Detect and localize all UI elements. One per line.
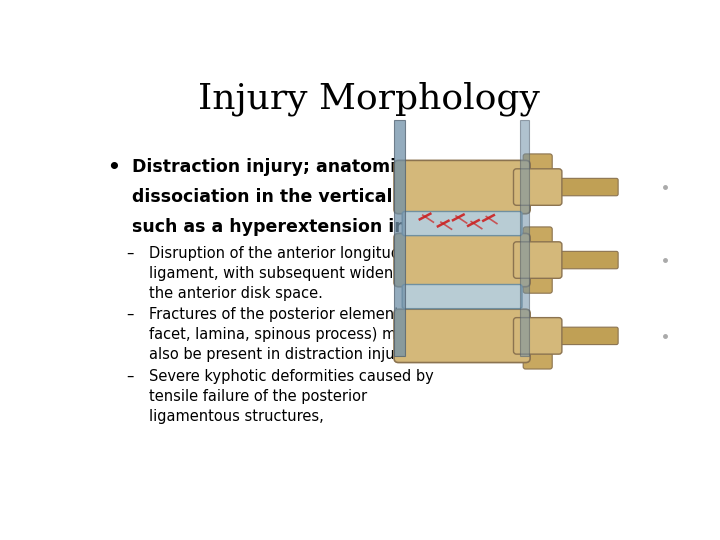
- FancyBboxPatch shape: [523, 345, 552, 369]
- Text: such as a hyperextension injury: such as a hyperextension injury: [132, 218, 445, 236]
- Text: tensile failure of the posterior: tensile failure of the posterior: [148, 389, 366, 404]
- FancyBboxPatch shape: [523, 269, 552, 293]
- Text: –: –: [126, 369, 134, 384]
- Text: also be present in distraction injury.: also be present in distraction injury.: [148, 347, 412, 362]
- Text: –: –: [126, 246, 134, 261]
- Text: Distraction injury; anatomic: Distraction injury; anatomic: [132, 158, 406, 177]
- Text: –: –: [126, 307, 134, 322]
- FancyBboxPatch shape: [402, 212, 522, 235]
- FancyBboxPatch shape: [523, 154, 552, 178]
- Text: Fractures of the posterior elements (ie,: Fractures of the posterior elements (ie,: [148, 307, 436, 322]
- Text: facet, lamina, spinous process) may: facet, lamina, spinous process) may: [148, 327, 413, 342]
- FancyBboxPatch shape: [554, 251, 618, 269]
- FancyBboxPatch shape: [513, 169, 562, 205]
- FancyBboxPatch shape: [554, 327, 618, 345]
- Text: Severe kyphotic deformities caused by: Severe kyphotic deformities caused by: [148, 369, 433, 384]
- FancyBboxPatch shape: [394, 233, 530, 287]
- Text: the anterior disk space.: the anterior disk space.: [148, 286, 323, 301]
- FancyBboxPatch shape: [554, 178, 618, 196]
- Text: •: •: [107, 158, 120, 177]
- Text: ligamentous structures,: ligamentous structures,: [148, 409, 323, 424]
- FancyBboxPatch shape: [402, 285, 522, 309]
- FancyBboxPatch shape: [394, 160, 530, 214]
- Text: Disruption of the anterior longitudinal: Disruption of the anterior longitudinal: [148, 246, 426, 261]
- Text: Injury Morphology: Injury Morphology: [198, 82, 540, 116]
- Text: ligament, with subsequent widening of: ligament, with subsequent widening of: [148, 266, 434, 281]
- Polygon shape: [394, 120, 405, 355]
- FancyBboxPatch shape: [513, 318, 562, 354]
- FancyBboxPatch shape: [523, 227, 552, 251]
- Text: dissociation in the vertical axis,: dissociation in the vertical axis,: [132, 188, 444, 206]
- Polygon shape: [520, 120, 528, 355]
- FancyBboxPatch shape: [394, 309, 530, 362]
- FancyBboxPatch shape: [513, 242, 562, 278]
